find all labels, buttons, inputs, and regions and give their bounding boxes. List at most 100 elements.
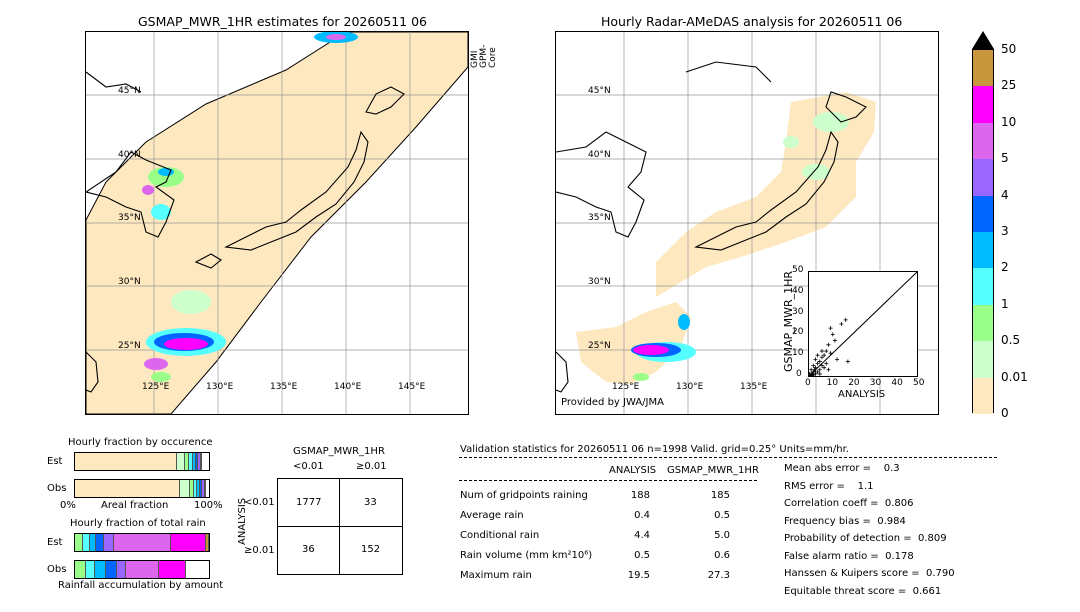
right-lat-40: 40°N [588,150,611,160]
colorbar-segment [973,195,993,232]
validation-row-label: Average rain [460,510,524,521]
validation-divider-mid [459,480,757,481]
bar-segment [83,534,90,551]
contingency-table: 1777 33 36 152 [277,478,403,575]
bar-segment [195,453,199,470]
contingency-col-0: <0.01 [293,461,324,472]
left-lon-135: 135°E [270,382,298,392]
scatter-ytick: 10 [792,348,804,359]
right-lat-45: 45°N [588,86,611,96]
validation-row-analysis: 0.4 [634,510,650,521]
colorbar-label: 0.5 [1001,333,1021,348]
scatter-xtick: 30 [869,378,882,388]
validation-score: Mean abs error = 0.3 [784,463,900,474]
right-map-coastlines [556,61,867,393]
validation-row-label: Num of gridpoints raining [460,490,588,501]
validation-col-analysis: ANALYSIS [609,465,657,476]
scatter-point [843,317,848,322]
bar-segment [104,534,114,551]
satellite-label: GMI GPM-Core [470,28,498,68]
validation-row-gsmap: 0.5 [714,510,730,521]
bar-segment [192,453,196,470]
rain-fraction-title: Hourly fraction of total rain [70,518,206,529]
occurrence-tick-100: 100% [194,500,223,511]
occurrence-title: Hourly fraction by occurence [68,437,213,448]
validation-score: False alarm ratio = 0.178 [784,550,914,562]
bar-segment [202,480,205,497]
analysis-coverage [576,92,876,384]
occurrence-est-bar [74,452,210,471]
validation-row-label: Conditional rain [460,530,540,541]
scatter-ytick: 50 [792,265,804,275]
colorbar-label: 25 [1001,78,1017,93]
bar-segment [95,561,106,578]
validation-row-gsmap: 5.0 [714,530,730,541]
validation-row-gsmap: 0.6 [714,550,730,561]
bar-segment [159,561,187,578]
bar-segment [89,534,97,551]
scatter-point [819,349,824,354]
validation-row-analysis: 4.4 [634,530,650,541]
data-credit: Provided by JWA/JMA [561,397,664,408]
scatter-point [832,338,837,343]
scatter-point [824,361,829,366]
scatter-point [817,371,822,376]
contingency-divider-h [278,526,402,527]
validation-row-analysis: 0.5 [634,550,650,561]
right-map-title: Hourly Radar-AMeDAS analysis for 2026051… [601,14,903,29]
validation-col-gsmap: GSMAP_MWR_1HR [667,465,759,476]
right-lat-25: 25°N [588,341,611,351]
contingency-cell-0-1: 33 [364,497,377,508]
left-lon-145: 145°E [398,382,426,392]
bar-segment [171,534,207,551]
colorbar-segment [973,86,993,123]
colorbar-label: 0 [1001,406,1009,420]
bar-segment [199,480,203,497]
colorbar-segment [973,268,993,305]
bar-segment [204,480,207,497]
bar-segment [96,534,105,551]
rain-obs-label: Obs [47,564,67,575]
scatter-ytick: 40 [792,285,804,296]
colorbar-segment [973,50,993,87]
scatter-plot [807,271,918,378]
left-lat-30: 30°N [118,277,141,287]
validation-score: Equitable threat score = 0.661 [784,585,942,597]
bar-segment [176,453,185,470]
bar-segment [190,480,195,497]
colorbar-label: 50 [1001,42,1017,56]
scatter-xlabel: ANALYSIS [838,389,886,400]
scatter-point [811,363,816,368]
colorbar-segment [973,377,993,414]
right-lon-135: 135°E [740,382,768,392]
scatter-point [835,357,840,362]
scatter-xtick: 20 [848,378,860,388]
contingency-row-0: <0.01 [244,497,275,508]
bar-segment [188,453,193,470]
left-lat-40: 40°N [118,150,141,160]
validation-row-analysis: 19.5 [627,570,650,581]
contingency-row-1: ≥0.01 [244,545,275,556]
colorbar-extend-arrow [972,31,994,49]
left-map-coastlines [86,71,405,393]
colorbar-segment [973,232,993,269]
scatter-ytick: 20 [792,327,804,338]
scatter-point [828,326,833,331]
bar-segment [116,561,126,578]
right-map-rain [631,112,849,381]
scatter-point [830,332,835,337]
scatter-xtick: 40 [891,378,903,388]
satellite-name: GPM-Core [479,44,498,68]
bar-segment [179,480,191,497]
scatter-point [822,353,827,358]
rain-est-bar [74,533,210,552]
right-map-svg [556,32,938,414]
colorbar-label: 1 [1001,296,1009,311]
contingency-col-1: ≥0.01 [356,461,387,472]
contingency-cell-1-1: 152 [361,544,381,555]
scatter-xtick: 10 [826,378,839,388]
validation-row-label: Maximum rain [460,570,532,581]
bar-segment [200,453,203,470]
colorbar-label: 4 [1001,187,1009,202]
contingency-cell-1-0: 36 [302,544,315,555]
